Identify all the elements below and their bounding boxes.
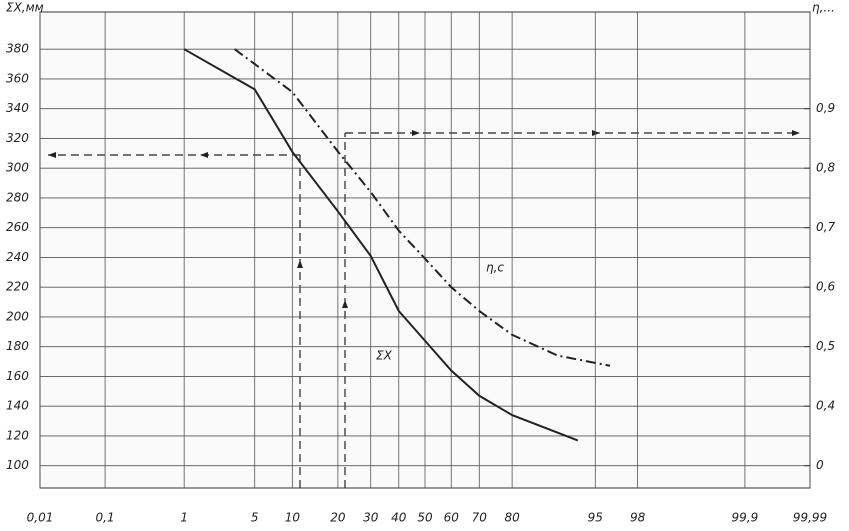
y-tick-label: 300 xyxy=(6,161,29,175)
y2-tick-label: 0,9 xyxy=(816,101,835,115)
y-tick-label: 360 xyxy=(6,71,29,85)
x-tick-label: 0,1 xyxy=(96,511,115,525)
y2-tick-label: 0,5 xyxy=(816,339,835,353)
y-tick-label: 340 xyxy=(6,101,29,115)
x-tick-label: 99,99 xyxy=(793,511,827,525)
annotation: η,c xyxy=(486,261,504,275)
x-tick-label: 80 xyxy=(504,511,520,525)
x-tick-label: 1 xyxy=(180,511,188,525)
x-tick-label: 5 xyxy=(251,511,259,525)
y-tick-label: 180 xyxy=(6,339,29,353)
x-tick-label: 99,9 xyxy=(732,511,759,525)
y-tick-label: 380 xyxy=(6,42,29,56)
y2-axis-label: η,... xyxy=(812,1,835,15)
x-tick-label: 98 xyxy=(630,511,646,525)
y-tick-label: 280 xyxy=(6,190,29,204)
y2-tick-label: 0,7 xyxy=(816,220,835,234)
x-tick-label: 95 xyxy=(588,511,603,525)
y2-tick-label: 0,8 xyxy=(816,161,835,175)
y2-tick-label: 0,4 xyxy=(816,399,835,413)
y-tick-label: 160 xyxy=(6,369,29,383)
y-tick-label: 120 xyxy=(6,428,29,442)
x-tick-label: 30 xyxy=(363,511,379,525)
y-tick-label: 320 xyxy=(6,131,29,145)
guide-arrows xyxy=(48,132,800,488)
y-tick-label: 220 xyxy=(6,280,29,294)
y-tick-label: 260 xyxy=(6,220,29,234)
y-tick-label: 140 xyxy=(6,399,29,413)
x-tick-label: 20 xyxy=(330,511,346,525)
series-line xyxy=(183,48,579,442)
y-tick-label: 200 xyxy=(6,309,29,323)
arrow-heads xyxy=(48,130,800,308)
series-line xyxy=(234,48,611,367)
x-tick-label: 0,01 xyxy=(27,511,54,525)
x-tick-label: 50 xyxy=(417,511,433,525)
y2-tick-label: 0,6 xyxy=(816,280,835,294)
annotation: ΣX xyxy=(376,349,393,363)
y-tick-label: 100 xyxy=(6,458,29,472)
y-axis-label: ΣX,мм xyxy=(6,1,44,15)
x-tick-label: 60 xyxy=(444,511,460,525)
y2-tick-label: 0 xyxy=(816,458,824,472)
x-tick-label: 40 xyxy=(391,511,407,525)
x-tick-label: 70 xyxy=(472,511,488,525)
y-tick-label: 240 xyxy=(6,250,29,264)
x-tick-label: 10 xyxy=(285,511,301,525)
